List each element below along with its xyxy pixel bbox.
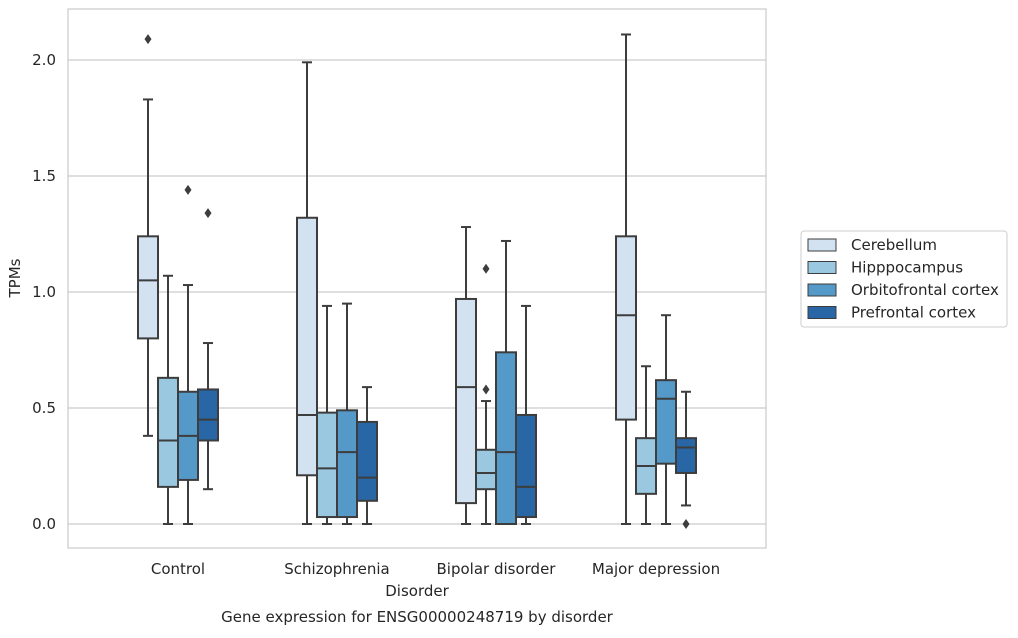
- legend-frame: [800, 230, 1008, 328]
- x-tick-label: Control: [151, 560, 205, 578]
- legend: Cerebellum Hipppocampus Orbitofrontal cort…: [800, 230, 1008, 328]
- box-iqr: [157, 376, 179, 488]
- x-axis-label: Disorder: [385, 582, 449, 600]
- box-iqr: [515, 413, 537, 519]
- box-iqr: [675, 437, 697, 474]
- box-groups: [137, 33, 697, 529]
- outlier-marker: [482, 384, 490, 395]
- legend-swatch: [807, 261, 837, 274]
- box-prefrontal-cortex: [197, 208, 219, 491]
- box-iqr: [655, 379, 677, 465]
- legend-label: Prefrontal cortex: [851, 304, 976, 322]
- box-prefrontal-cortex: [356, 386, 378, 525]
- box-iqr: [615, 235, 637, 421]
- plot-frame: [67, 8, 767, 549]
- y-tick-label: 0.0: [32, 515, 56, 533]
- y-axis-label: TPMs: [6, 258, 24, 298]
- box-iqr: [475, 448, 497, 491]
- box-iqr: [336, 409, 358, 519]
- figure-caption: Gene expression for ENSG00000248719 by d…: [221, 608, 614, 626]
- outlier-marker: [482, 263, 490, 274]
- outlier-marker: [144, 34, 152, 45]
- box-iqr: [495, 351, 517, 525]
- y-tick-labels: 0.0 0.5 1.0 1.5 2.0: [32, 51, 56, 533]
- box-orbitofrontal-cortex: [495, 239, 517, 525]
- x-tick-label: Schizophrenia: [284, 560, 389, 578]
- legend-swatch: [807, 306, 837, 319]
- y-tick-label: 1.5: [32, 167, 56, 185]
- box-cerebellum: [615, 33, 637, 525]
- x-tick-labels: Control Schizophrenia Bipolar disorder Majo…: [151, 560, 720, 578]
- box-cerebellum: [455, 226, 477, 525]
- outlier-marker: [682, 519, 690, 529]
- outlier-marker: [204, 208, 212, 219]
- box-iqr: [296, 216, 318, 477]
- x-tick-label: Major depression: [592, 560, 720, 578]
- box-hipppocampus: [316, 304, 338, 525]
- box-iqr: [137, 235, 159, 340]
- legend-label: Hipppocampus: [851, 259, 963, 277]
- box-iqr: [455, 297, 477, 505]
- outlier-marker: [184, 184, 192, 195]
- box-orbitofrontal-cortex: [655, 314, 677, 525]
- box-orbitofrontal-cortex: [177, 184, 199, 525]
- box-hipppocampus: [475, 263, 497, 525]
- box-cerebellum: [137, 34, 159, 437]
- box-prefrontal-cortex: [515, 304, 537, 525]
- legend-swatch: [807, 283, 837, 297]
- y-tick-label: 1.0: [32, 283, 56, 301]
- x-tick-label: Bipolar disorder: [437, 560, 557, 578]
- box-cerebellum: [296, 61, 318, 525]
- y-tick-label: 2.0: [32, 51, 56, 69]
- legend-label: Cerebellum: [851, 236, 937, 254]
- legend-label: Orbitofrontal cortex: [851, 281, 999, 299]
- box-prefrontal-cortex: [675, 390, 697, 529]
- box-iqr: [197, 388, 219, 442]
- box-iqr: [316, 411, 338, 519]
- box-hipppocampus: [635, 365, 657, 525]
- legend-swatch: [807, 238, 837, 252]
- y-tick-label: 0.5: [32, 399, 56, 417]
- box-iqr: [356, 420, 378, 502]
